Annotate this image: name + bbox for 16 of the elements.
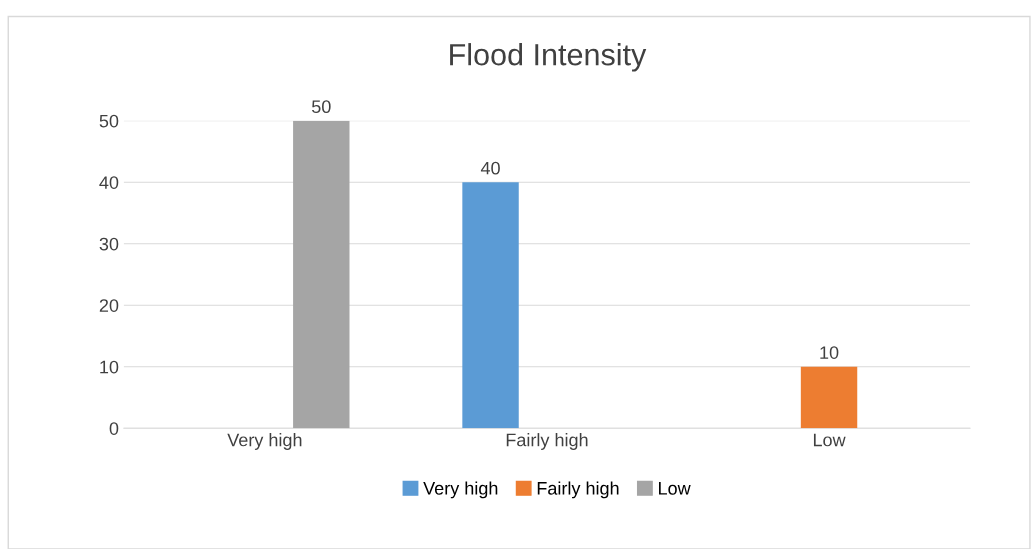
legend-label: Very high <box>423 481 498 499</box>
y-tick-label: 30 <box>99 237 119 251</box>
chart-title: Flood Intensity <box>450 43 647 72</box>
x-tick-label: Fairly high <box>506 433 588 450</box>
data-label: 10 <box>820 346 839 359</box>
y-tick-label: 40 <box>99 176 119 189</box>
y-tick-label: 0 <box>109 422 119 435</box>
y-tick-label: 10 <box>100 360 119 374</box>
y-tick-label: 50 <box>99 114 119 128</box>
x-tick-label: Low <box>813 433 846 447</box>
legend-label: Fairly high <box>537 481 619 499</box>
data-label: 40 <box>480 161 500 175</box>
data-label: 50 <box>311 100 331 114</box>
x-tick-label: Very high <box>227 433 302 450</box>
legend-label: Low <box>659 482 691 495</box>
y-tick-label: 20 <box>99 299 119 312</box>
